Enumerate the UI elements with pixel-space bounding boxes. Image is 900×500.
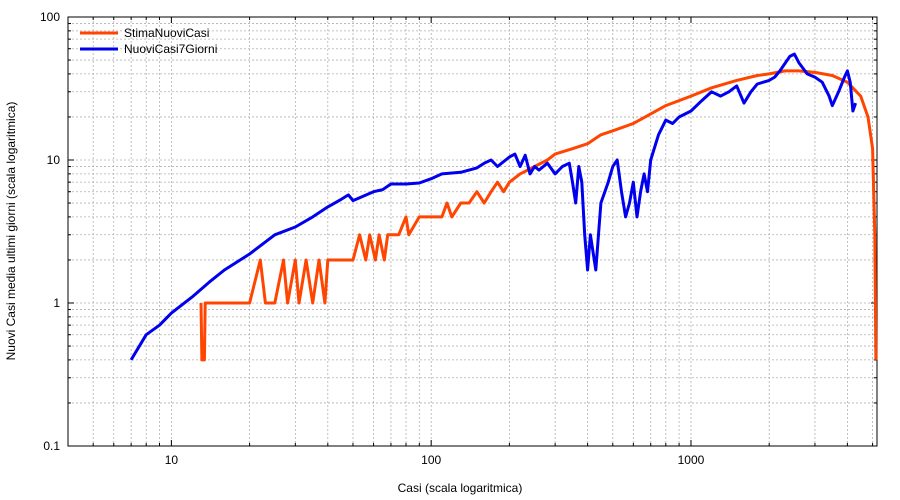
x-tick-label: 100 [421,453,441,467]
x-axis-title: Casi (scala logaritmica) [398,481,523,495]
y-tick-label: 1 [53,296,60,310]
plot-frame [67,16,878,447]
legend-label: NuoviCasi7Giorni [124,42,217,56]
legend: StimaNuoviCasi NuoviCasi7Giorni [80,26,217,56]
ticks-layer: 10 100 1000 0.1 1 10 100 [40,10,877,467]
grid-layer [67,16,877,447]
series-layer [129,52,878,362]
y-axis-title: Nuovi Casi media ultimi giorni (scala lo… [4,102,18,361]
x-tick-label: 10 [165,453,179,467]
x-tick-label: 1000 [678,453,705,467]
series-line-1 [199,69,878,362]
y-tick-label: 0.1 [43,439,60,453]
series-line-2 [129,52,858,361]
legend-label: StimaNuoviCasi [124,26,209,40]
y-tick-label: 10 [47,153,61,167]
y-tick-label: 100 [40,10,60,24]
